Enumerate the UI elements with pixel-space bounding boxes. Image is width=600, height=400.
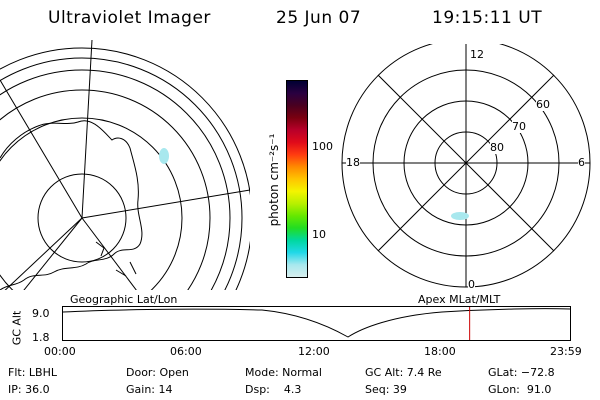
time-tick-0600: 06:00 (170, 345, 202, 358)
colorbar-unit-label: photon cm⁻²s⁻¹ (267, 133, 281, 227)
status-seq: Seq: 39 (365, 383, 407, 396)
latitude-circle (0, 89, 211, 290)
altitude-curve (62, 308, 571, 338)
meridian-line (81, 40, 93, 219)
status-gc-alt: GC Alt: 7.4 Re (365, 366, 442, 379)
altitude-axis-label: GC Alt (10, 310, 24, 346)
latitude-circle (0, 47, 250, 290)
geographic-map (0, 40, 250, 290)
colorbar-tick-10: 10 (312, 228, 326, 241)
status-ip: IP: 36.0 (8, 383, 50, 396)
mlt-axis (377, 74, 555, 252)
coastline (0, 120, 143, 290)
mlt-label-18: 18 (346, 156, 360, 169)
aurora-emission-patch (159, 148, 169, 164)
polar-plot-label: Apex MLat/MLT (418, 293, 501, 306)
status-filter: Flt: LBHL (8, 366, 57, 379)
polar-plot (341, 44, 591, 288)
meridian-line (0, 79, 83, 219)
mlat-label-80: 80 (490, 141, 504, 154)
status-mode: Mode: Normal (245, 366, 322, 379)
status-glon: GLon: 91.0 (488, 383, 552, 396)
mlat-label-60: 60 (536, 98, 550, 111)
altitude-tick-max: 9.0 (32, 307, 50, 320)
meridian-line (4, 217, 83, 290)
status-glat: GLat: −72.8 (488, 366, 555, 379)
latitude-circle (0, 117, 183, 290)
colorbar-tick-100: 100 (312, 140, 333, 153)
altitude-plot (62, 306, 571, 341)
geographic-map-label: Geographic Lat/Lon (70, 293, 178, 306)
meridian-line (81, 189, 250, 219)
status-door: Door: Open (126, 366, 189, 379)
meridian-line (81, 217, 137, 290)
latitude-circle (37, 173, 127, 263)
instrument-title: Ultraviolet Imager (48, 8, 211, 28)
mlt-label-6: 6 (578, 156, 585, 169)
coastline (95, 241, 137, 277)
mlat-label-70: 70 (512, 120, 526, 133)
status-dsp: Dsp: 4.3 (245, 383, 302, 396)
latitude-circle (0, 69, 231, 290)
time-tick-1800: 18:00 (424, 345, 456, 358)
time-tick-2359: 23:59 (550, 345, 582, 358)
status-gain: Gain: 14 (126, 383, 173, 396)
time-tick-0000: 00:00 (44, 345, 76, 358)
image-date: 25 Jun 07 (276, 8, 362, 28)
mlt-label-12: 12 (470, 48, 484, 61)
image-time: 19:15:11 UT (432, 8, 543, 28)
meridian-line (23, 217, 83, 290)
time-tick-1200: 12:00 (298, 345, 330, 358)
mlt-label-0: 0 (468, 278, 475, 291)
altitude-tick-min: 1.8 (32, 331, 50, 344)
aurora-emission-patch (451, 212, 469, 220)
color-scale-bar (286, 80, 308, 278)
latitude-circle (0, 57, 243, 290)
